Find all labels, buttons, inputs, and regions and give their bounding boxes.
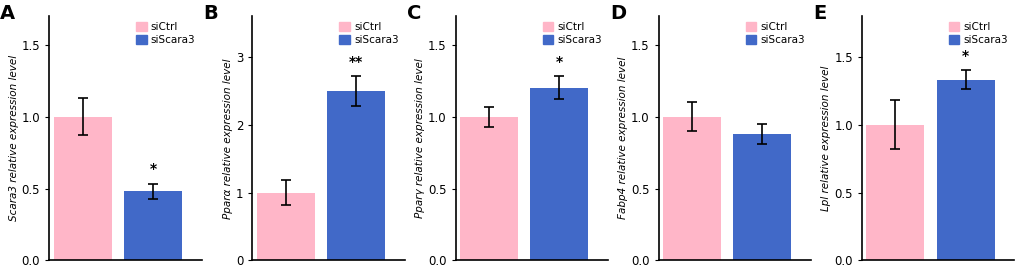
Bar — [935, 80, 994, 261]
Bar — [327, 91, 385, 261]
Legend: siCtrl, siScara3: siCtrl, siScara3 — [136, 21, 197, 46]
Bar — [733, 134, 791, 261]
Y-axis label: Fabp4 relative expression level: Fabp4 relative expression level — [618, 57, 628, 219]
Y-axis label: Lpl relative expression level: Lpl relative expression level — [820, 65, 830, 211]
Text: **: ** — [348, 55, 363, 68]
Bar — [124, 192, 181, 261]
Bar — [662, 117, 720, 261]
Text: C: C — [407, 4, 421, 23]
Text: *: * — [149, 162, 156, 176]
Legend: siCtrl, siScara3: siCtrl, siScara3 — [338, 21, 399, 46]
Legend: siCtrl, siScara3: siCtrl, siScara3 — [744, 21, 805, 46]
Bar — [460, 117, 518, 261]
Y-axis label: Pparγ relative expression level: Pparγ relative expression level — [415, 58, 425, 218]
Bar — [865, 125, 923, 261]
Text: D: D — [609, 4, 626, 23]
Y-axis label: Scara3 relative expression level: Scara3 relative expression level — [9, 55, 18, 221]
Legend: siCtrl, siScara3: siCtrl, siScara3 — [541, 21, 602, 46]
Legend: siCtrl, siScara3: siCtrl, siScara3 — [947, 21, 1008, 46]
Y-axis label: Pparα relative expression level: Pparα relative expression level — [223, 58, 232, 219]
Text: E: E — [812, 4, 825, 23]
Text: *: * — [555, 55, 562, 69]
Bar — [257, 193, 315, 261]
Bar — [54, 117, 112, 261]
Text: *: * — [961, 49, 968, 63]
Text: A: A — [0, 4, 15, 23]
Bar — [530, 88, 588, 261]
Text: B: B — [204, 4, 218, 23]
